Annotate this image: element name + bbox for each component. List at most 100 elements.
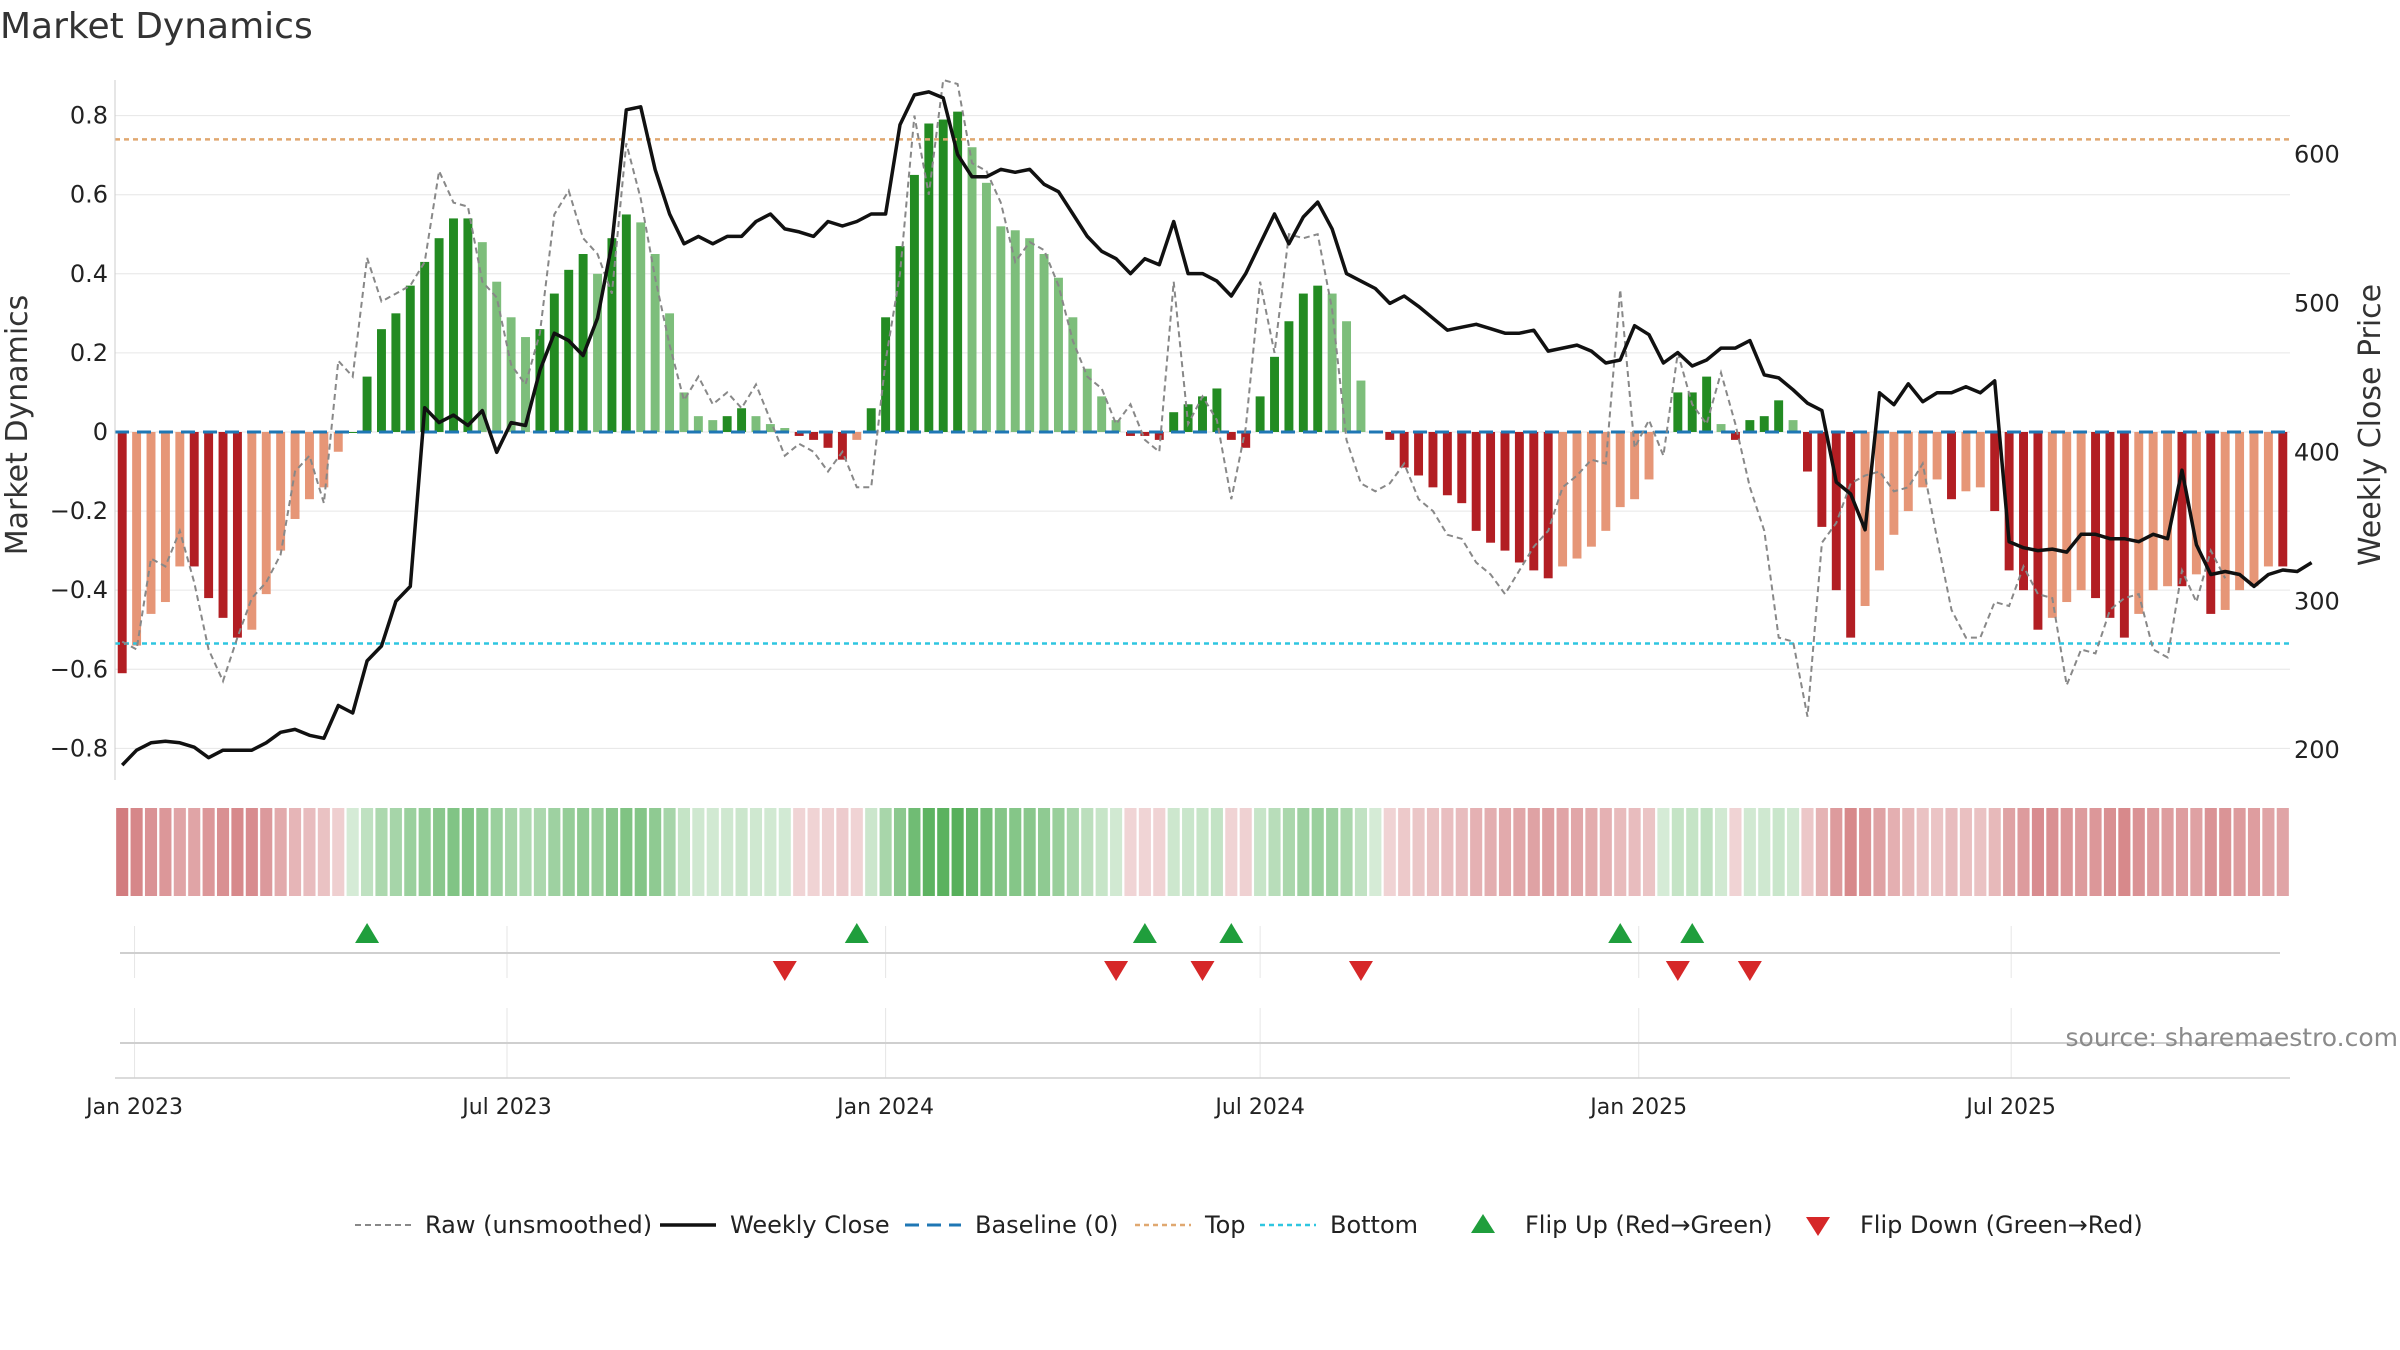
regime-cell bbox=[1844, 808, 1857, 896]
smoothed-bar bbox=[1932, 431, 1942, 480]
regime-cell bbox=[361, 808, 374, 896]
regime-cell bbox=[2046, 808, 2059, 896]
x-tick-label: Jul 2025 bbox=[1964, 1095, 2056, 1120]
regime-cell bbox=[1902, 808, 1915, 896]
y-tick-left-label: 0.8 bbox=[70, 102, 108, 130]
regime-cell bbox=[649, 808, 662, 896]
regime-cell bbox=[1009, 808, 1022, 896]
smoothed-bar bbox=[2019, 431, 2028, 591]
regime-cell bbox=[1614, 808, 1627, 896]
regime-cell bbox=[418, 808, 431, 896]
regime-cell bbox=[375, 808, 388, 896]
regime-cell bbox=[447, 808, 460, 896]
smoothed-bar bbox=[1716, 424, 1726, 432]
smoothed-bar bbox=[2220, 431, 2230, 610]
chart-title: Market Dynamics bbox=[0, 6, 313, 47]
smoothed-bar bbox=[996, 226, 1006, 432]
regime-cell bbox=[1729, 808, 1742, 896]
smoothed-bar bbox=[1471, 431, 1481, 531]
regime-cell bbox=[922, 808, 935, 896]
smoothed-bar bbox=[2235, 431, 2245, 591]
regime-cell bbox=[677, 808, 691, 896]
smoothed-bar bbox=[1630, 431, 1640, 500]
regime-cell bbox=[1326, 808, 1339, 896]
legend-swatch bbox=[1471, 1214, 1495, 1233]
regime-cell bbox=[1599, 808, 1612, 896]
smoothed-bar bbox=[924, 123, 934, 432]
regime-cell bbox=[2204, 808, 2217, 896]
smoothed-bar bbox=[1774, 400, 1784, 432]
regime-cell bbox=[1182, 808, 1195, 896]
smoothed-bar bbox=[405, 285, 415, 432]
regime-cell bbox=[389, 808, 402, 896]
smoothed-bar bbox=[1831, 431, 1841, 591]
regime-cell bbox=[1585, 808, 1598, 896]
smoothed-bar bbox=[449, 218, 458, 432]
smoothed-bar bbox=[535, 329, 545, 432]
smoothed-bar bbox=[1068, 317, 1078, 432]
smoothed-bar bbox=[679, 392, 689, 432]
regime-cell bbox=[2276, 808, 2289, 896]
smoothed-bar bbox=[1903, 431, 1913, 512]
smoothed-bar bbox=[463, 218, 473, 432]
regime-cell bbox=[1038, 808, 1051, 896]
smoothed-bar bbox=[1428, 431, 1438, 488]
regime-cell bbox=[1441, 808, 1454, 896]
regime-cell bbox=[879, 808, 892, 896]
smoothed-bar bbox=[477, 242, 487, 432]
smoothed-bar bbox=[549, 293, 559, 432]
legend-item-close: Weekly Close bbox=[660, 1211, 890, 1239]
regime-cell bbox=[1110, 808, 1123, 896]
reference-lines bbox=[115, 138, 2290, 645]
regime-cell bbox=[1642, 808, 1656, 896]
smoothed-bar bbox=[2163, 431, 2173, 587]
y-tick-right-label: 400 bbox=[2294, 438, 2340, 466]
regime-cell bbox=[1527, 808, 1540, 896]
smoothed-bar bbox=[319, 431, 329, 488]
regime-cell bbox=[1714, 808, 1728, 896]
smoothed-bar bbox=[1558, 431, 1568, 567]
regime-cell bbox=[1383, 808, 1396, 896]
smoothed-bar bbox=[1918, 431, 1928, 488]
smoothed-bar bbox=[693, 416, 703, 432]
regime-cell bbox=[1801, 808, 1814, 896]
smoothed-bar bbox=[1788, 420, 1798, 432]
regime-strip bbox=[116, 808, 2289, 896]
regime-cell bbox=[2175, 808, 2189, 896]
regime-cell bbox=[2233, 808, 2246, 896]
smoothed-bar bbox=[1947, 431, 1956, 500]
smoothed-bar bbox=[636, 222, 646, 432]
smoothed-bar bbox=[1169, 412, 1179, 432]
smoothed-bar bbox=[1990, 431, 2000, 512]
regime-cell bbox=[1340, 808, 1353, 896]
smoothed-bar bbox=[621, 214, 631, 432]
regime-cell bbox=[1138, 808, 1151, 896]
regime-cell bbox=[980, 808, 993, 896]
regime-cell bbox=[2161, 808, 2174, 896]
regime-cell bbox=[1916, 808, 1929, 896]
empty-panel bbox=[120, 1008, 2280, 1078]
smoothed-bar bbox=[650, 254, 660, 432]
regime-cell bbox=[1354, 808, 1367, 896]
smoothed-bar bbox=[607, 238, 617, 432]
smoothed-bar bbox=[261, 431, 271, 595]
smoothed-bar bbox=[2278, 431, 2288, 567]
smoothed-bar bbox=[1759, 416, 1769, 432]
x-tick-label: Jan 2023 bbox=[84, 1095, 183, 1120]
regime-cell bbox=[1455, 808, 1468, 896]
y-axis-right-label: Weekly Close Price bbox=[2353, 284, 2388, 566]
y-tick-left-label: −0.4 bbox=[50, 576, 108, 604]
regime-cell bbox=[2003, 808, 2016, 896]
regime-cell bbox=[1758, 808, 1771, 896]
regime-cell bbox=[1628, 808, 1641, 896]
flip-up-marker bbox=[844, 923, 869, 943]
smoothed-bar bbox=[1241, 431, 1251, 448]
smoothed-bar bbox=[1399, 431, 1409, 468]
smoothed-bar bbox=[391, 313, 401, 432]
smoothed-bar bbox=[2004, 431, 2014, 571]
source-note: source: sharemaestro.com bbox=[2066, 1023, 2399, 1052]
legend-label: Weekly Close bbox=[730, 1211, 890, 1239]
smoothed-bar bbox=[304, 431, 314, 500]
regime-cell bbox=[2031, 808, 2044, 896]
regime-cell bbox=[764, 808, 777, 896]
